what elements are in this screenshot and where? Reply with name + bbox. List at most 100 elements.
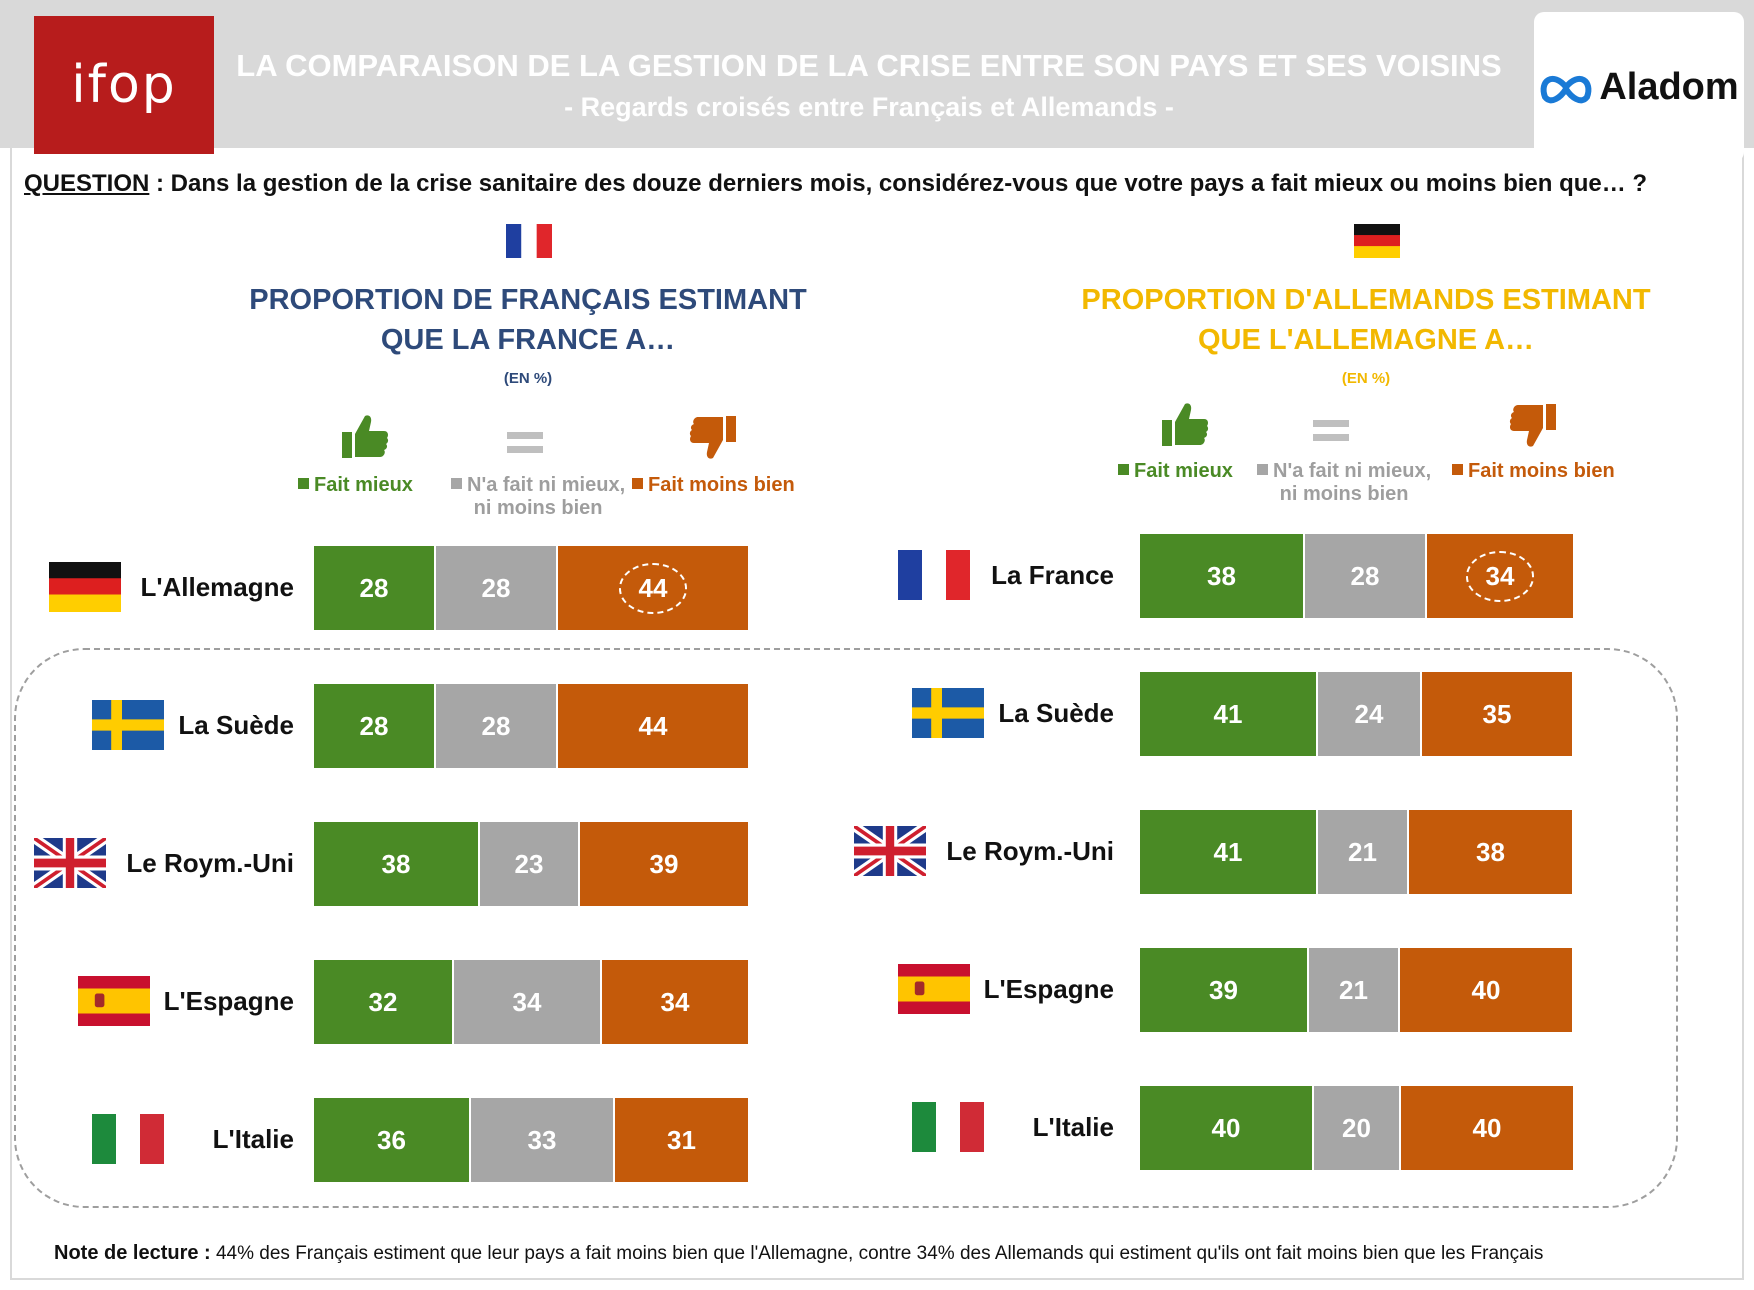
- germany-flag-icon: [48, 562, 121, 612]
- legend-swatch: [451, 478, 462, 489]
- equals-bar-top: [507, 432, 543, 439]
- bar-segment-better: 40: [1140, 1086, 1312, 1170]
- data-label: 34: [512, 986, 542, 1017]
- data-label: 20: [1342, 1112, 1371, 1143]
- bar-segment-better: 32: [314, 960, 452, 1044]
- bar-segment-better: 39: [1140, 948, 1307, 1032]
- data-label: 36: [377, 1124, 406, 1155]
- legend-neutral-label-line2: ni moins bien: [473, 497, 603, 519]
- bar-segment-neutral: 28: [1305, 534, 1425, 618]
- france-flag-icon: [897, 550, 970, 600]
- data-label: 28: [1350, 560, 1380, 591]
- question-text: : Dans la gestion de la crise sanitaire …: [149, 170, 1648, 197]
- legend-worse: Fait moins bien: [1452, 460, 1615, 483]
- reading-note-text: 44% des Français estiment que leur pays …: [210, 1243, 1544, 1264]
- bar-segment-worse: 40: [1401, 1086, 1573, 1170]
- legend-better-label: Fait mieux: [314, 474, 413, 496]
- data-label: 33: [527, 1124, 557, 1155]
- legend-neutral-label-line1: N'a fait ni mieux,: [1273, 460, 1432, 482]
- bar-segment-worse: 35: [1422, 672, 1572, 756]
- bar-segment-worse: 44: [558, 546, 748, 630]
- bar-segment-neutral: 24: [1318, 672, 1420, 756]
- data-label: 28: [359, 710, 389, 741]
- data-label: 41: [1213, 836, 1243, 867]
- data-label: 38: [1476, 836, 1505, 867]
- equals-bar-bottom: [1313, 434, 1349, 441]
- bar-segment-worse: 44: [558, 684, 748, 768]
- category-label: L'Allemagne: [140, 572, 294, 602]
- page-frame: [10, 8, 1744, 1280]
- bar-segment-better: 36: [314, 1098, 469, 1182]
- bar-segment-worse: 31: [615, 1098, 748, 1182]
- bar-segment-worse: 38: [1409, 810, 1572, 894]
- legend-swatch: [1257, 464, 1268, 475]
- bar-segment-worse: 34: [1427, 534, 1573, 618]
- italy-flag-icon: [92, 1114, 164, 1164]
- bar-segment-neutral: 28: [436, 684, 556, 768]
- legend-better: Fait mieux: [1118, 460, 1233, 483]
- category-label: La Suède: [998, 698, 1114, 728]
- page-subtitle: - Regards croisés entre Français et Alle…: [564, 92, 1174, 122]
- data-label: 35: [1482, 698, 1512, 729]
- legend-worse: Fait moins bien: [632, 474, 795, 497]
- legend-neutral-label-line1: N'a fait ni mieux,: [467, 474, 626, 496]
- legend-neutral: N'a fait ni mieux, ni moins bien: [451, 474, 625, 520]
- data-label: 28: [481, 710, 511, 741]
- data-label: 28: [481, 572, 511, 603]
- bar-segment-worse: 34: [602, 960, 748, 1044]
- thumbs-down-icon: [1508, 400, 1558, 450]
- data-label: 28: [359, 572, 389, 603]
- france-flag-icon: [506, 224, 552, 258]
- data-label: 32: [368, 986, 398, 1017]
- data-label: 23: [514, 848, 544, 879]
- panel-title-line1: PROPORTION DE FRANÇAIS ESTIMANT: [249, 284, 807, 316]
- bar-segment-neutral: 28: [436, 546, 556, 630]
- panel-title-line2: QUE LA FRANCE A…: [380, 324, 676, 356]
- legend-swatch: [1452, 464, 1463, 475]
- category-label: L'Espagne: [983, 974, 1114, 1004]
- equals-bar-top: [1313, 420, 1349, 427]
- bar-segment-worse: 40: [1400, 948, 1572, 1032]
- italy-flag-icon: [912, 1102, 984, 1152]
- bar-segment-neutral: 33: [471, 1098, 613, 1182]
- category-label: La Suède: [178, 710, 294, 740]
- legend-worse-label: Fait moins bien: [1468, 460, 1615, 482]
- legend-better: Fait mieux: [298, 474, 413, 497]
- ifop-logo-text: ifop: [71, 55, 177, 115]
- legend-swatch: [1118, 464, 1129, 475]
- sweden-flag-icon: [912, 688, 984, 738]
- aladom-logo-icon: [1540, 75, 1592, 104]
- category-label: La France: [991, 560, 1114, 590]
- equals-bar-bottom: [507, 446, 543, 453]
- uk-flag-icon: [31, 833, 109, 893]
- germany-flag-icon: [1354, 224, 1400, 258]
- spain-flag-icon: [77, 976, 150, 1026]
- aladom-logo: Aladom: [1534, 12, 1744, 162]
- panel-title-line2: QUE L'ALLEMAGNE A…: [1197, 324, 1535, 356]
- question: QUESTION : Dans la gestion de la crise s…: [24, 170, 1734, 198]
- ifop-logo: ifop: [34, 16, 214, 154]
- panel-unit-label: (EN %): [1341, 370, 1391, 387]
- neighbors-group-outline: [14, 648, 1678, 1208]
- category-label: Le Roym.-Uni: [126, 848, 294, 878]
- data-label: 39: [1209, 974, 1238, 1005]
- panel-unit-label: (EN %): [503, 370, 553, 387]
- aladom-logo-text: Aladom: [1599, 65, 1739, 108]
- reading-note-label: Note de lecture :: [54, 1242, 211, 1264]
- legend-neutral-label-line2: ni moins bien: [1279, 483, 1409, 505]
- panel-title-line1: PROPORTION D'ALLEMANDS ESTIMANT: [1081, 284, 1651, 316]
- panel-title-france: PROPORTION DE FRANÇAIS ESTIMANT QUE LA FR…: [178, 280, 878, 360]
- legend-swatch: [298, 478, 309, 489]
- data-label: 31: [667, 1124, 696, 1155]
- data-label: 21: [1348, 836, 1377, 867]
- bar-segment-worse: 39: [580, 822, 748, 906]
- equals-icon: [1313, 420, 1349, 444]
- data-label: 34: [660, 986, 690, 1017]
- thumbs-up-icon: [340, 412, 390, 462]
- data-label: 21: [1339, 974, 1368, 1005]
- bar-segment-better: 41: [1140, 810, 1316, 894]
- panel-title-germany: PROPORTION D'ALLEMANDS ESTIMANT QUE L'ALL…: [1016, 280, 1716, 360]
- thumbs-up-icon: [1160, 400, 1210, 450]
- page-title: LA COMPARAISON DE LA GESTION DE LA CRISE…: [236, 48, 1502, 83]
- bar-segment-neutral: 21: [1309, 948, 1398, 1032]
